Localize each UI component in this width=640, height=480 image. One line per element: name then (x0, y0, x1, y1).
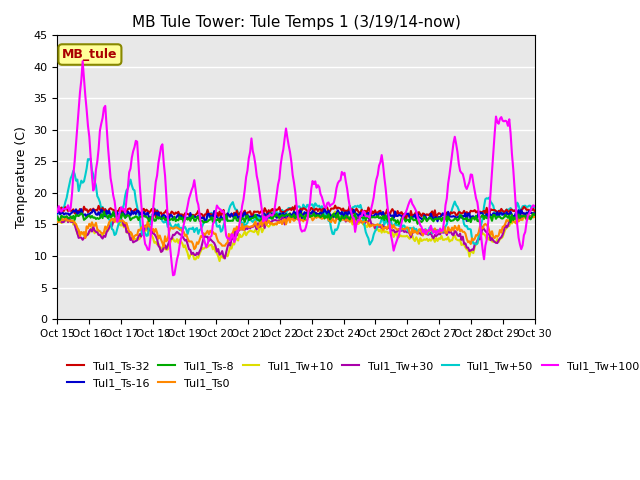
Legend: Tul1_Ts-32, Tul1_Ts-16, Tul1_Ts-8, Tul1_Ts0, Tul1_Tw+10, Tul1_Tw+30, Tul1_Tw+50,: Tul1_Ts-32, Tul1_Ts-16, Tul1_Ts-8, Tul1_… (63, 357, 640, 393)
Title: MB Tule Tower: Tule Temps 1 (3/19/14-now): MB Tule Tower: Tule Temps 1 (3/19/14-now… (132, 15, 460, 30)
Y-axis label: Temperature (C): Temperature (C) (15, 126, 28, 228)
Text: MB_tule: MB_tule (62, 48, 118, 61)
